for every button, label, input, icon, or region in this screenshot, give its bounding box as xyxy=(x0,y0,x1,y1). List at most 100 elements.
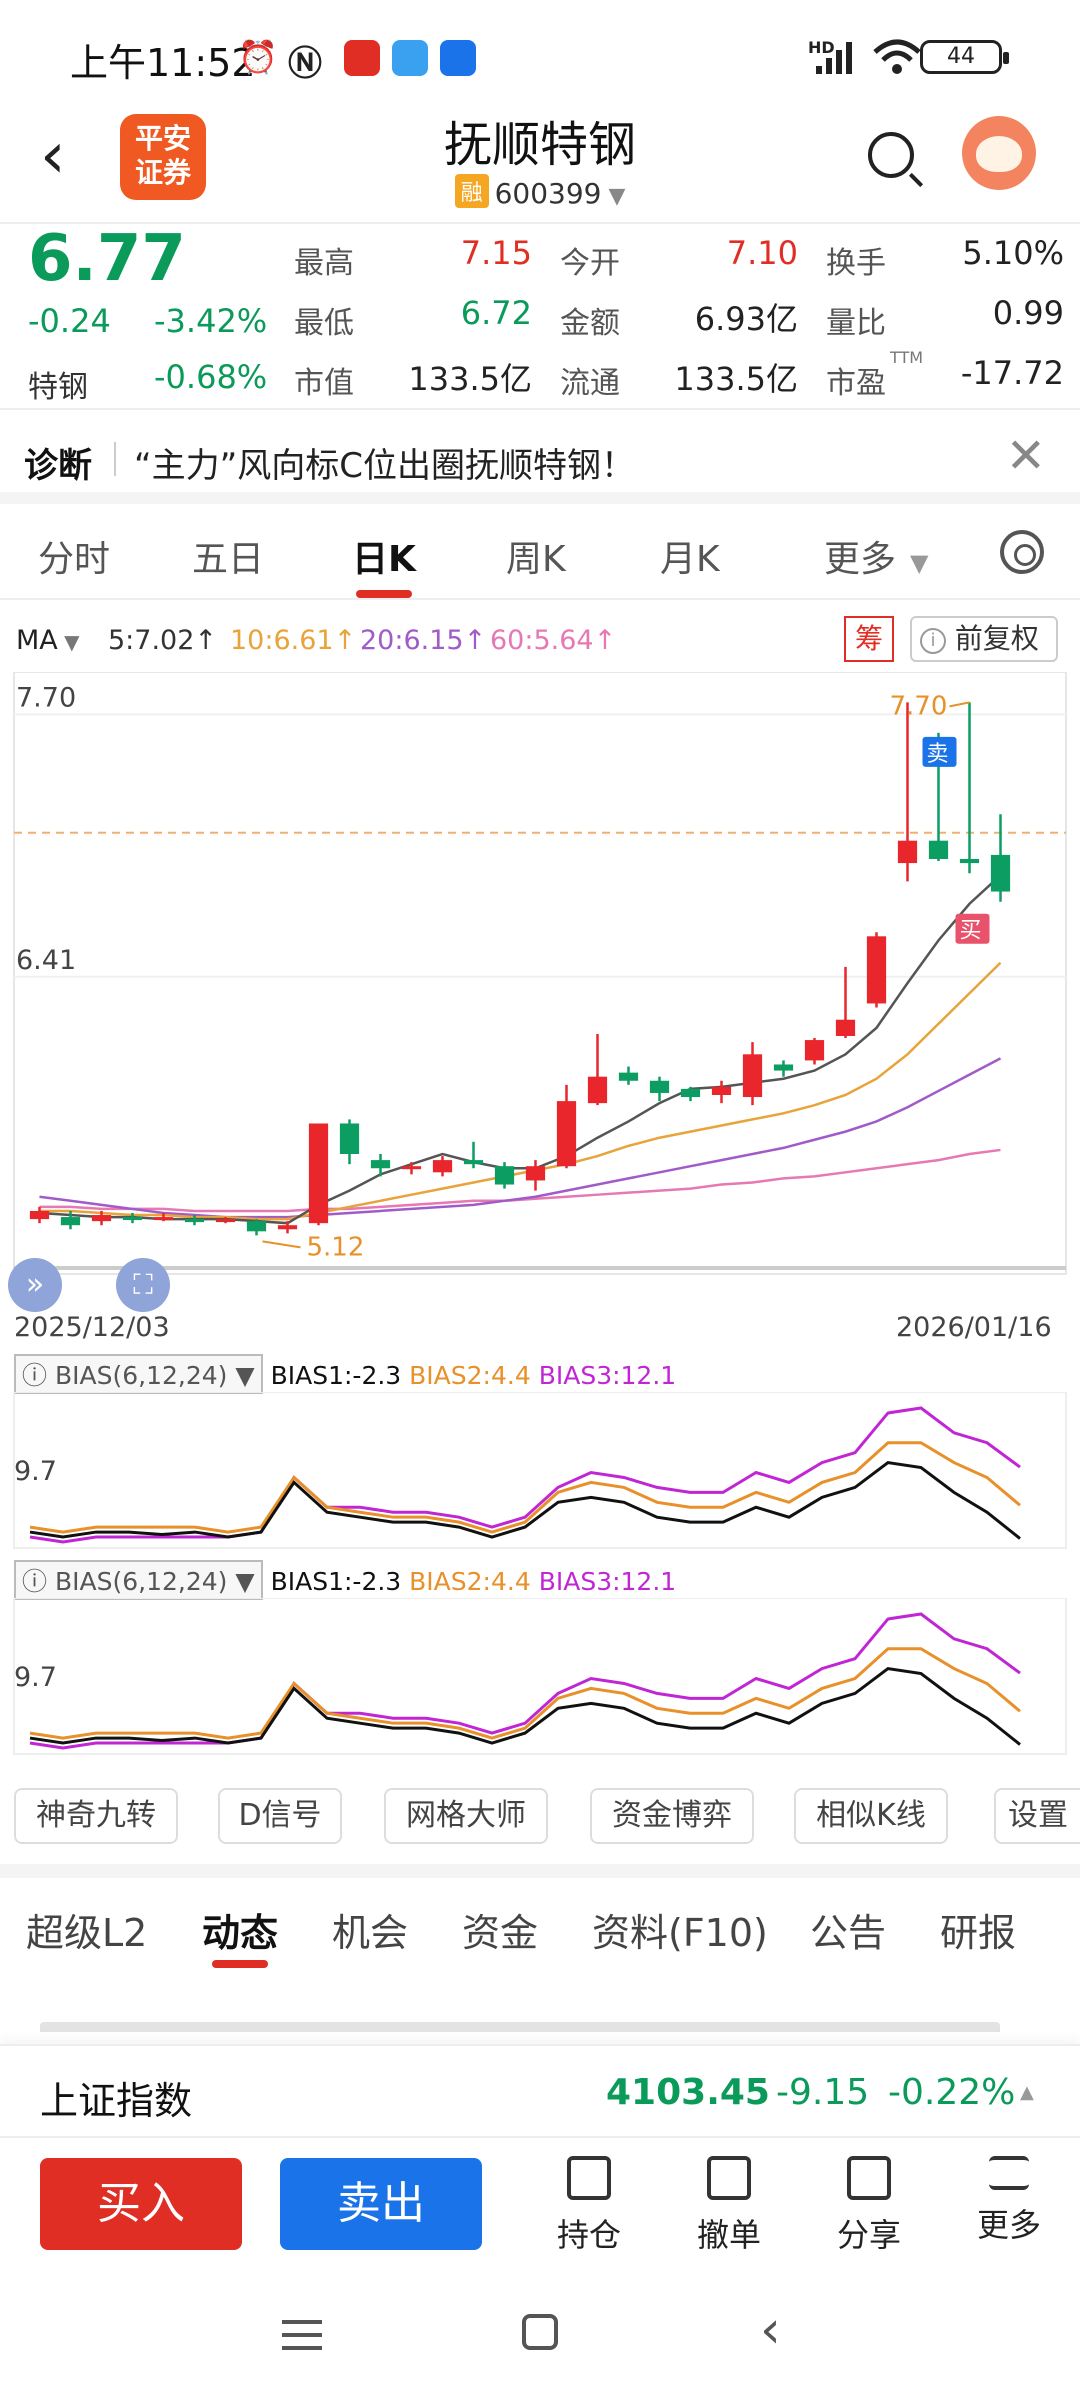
bias-selector[interactable]: ⓘ BIAS(6,12,24) ▼ xyxy=(14,1560,263,1600)
candle xyxy=(525,1166,546,1181)
ma20-value: 20:6.15↑ xyxy=(360,625,487,656)
candle xyxy=(308,1123,329,1224)
bias-selector[interactable]: ⓘ BIAS(6,12,24) ▼ xyxy=(14,1354,263,1394)
candle xyxy=(711,1086,732,1095)
more-button[interactable]: 更多 xyxy=(954,2156,1064,2246)
wifi-icon xyxy=(873,39,921,74)
ma60-value: 60:5.64↑ xyxy=(490,625,617,656)
sell-button[interactable]: 卖出 xyxy=(280,2158,482,2250)
ma60-line xyxy=(39,1148,1001,1213)
holdings-button[interactable]: 持仓 xyxy=(534,2156,644,2256)
status-bar: 上午11:52 ⏰ Ⓝ HD 44 xyxy=(0,0,1080,110)
chevron-down-icon: ▼ xyxy=(910,549,929,577)
min-price-label: 5.12 xyxy=(307,1232,365,1262)
quote-value: -17.72 xyxy=(960,354,1064,392)
close-icon[interactable]: ✕ xyxy=(1005,428,1046,484)
tab-research[interactable]: 研报 xyxy=(940,1911,1017,1955)
tab-more[interactable]: 更多 ▼ xyxy=(824,530,928,582)
search-icon[interactable] xyxy=(868,132,914,178)
candle xyxy=(804,1040,825,1061)
candle xyxy=(153,1217,174,1221)
index-name: 上证指数 xyxy=(40,2079,193,2123)
bias-header-2: ⓘ BIAS(6,12,24) ▼ BIAS1:-2.3 BIAS2:4.4 BI… xyxy=(14,1560,676,1600)
quote-label: 量比 xyxy=(826,306,886,341)
bias1-value: BIAS1:-2.3 xyxy=(270,1361,402,1390)
stock-code: 600399 xyxy=(494,177,602,210)
tab-opportunity[interactable]: 机会 xyxy=(332,1911,409,1955)
menu-icon[interactable] xyxy=(282,2320,322,2350)
index-change-pct: -0.22% xyxy=(888,2072,1016,2113)
x-axis-end-label: 2026/01/16 xyxy=(896,1312,1052,1343)
chevron-up-icon: ▲ xyxy=(1020,2082,1034,2103)
chevron-down-icon: ▼ xyxy=(235,1567,255,1596)
bias-chart-1[interactable] xyxy=(0,1392,1080,1550)
buy-button[interactable]: 买入 xyxy=(40,2158,242,2250)
candle xyxy=(990,854,1011,892)
tab-super-l2[interactable]: 超级L2 xyxy=(26,1911,148,1955)
info-icon: i xyxy=(920,628,946,654)
tool-button[interactable]: D信号 xyxy=(218,1788,342,1844)
quote-label: 流通 xyxy=(560,366,620,401)
bias-chart-2[interactable] xyxy=(0,1598,1080,1756)
tool-button[interactable]: 神奇九转 xyxy=(14,1788,178,1844)
bias-series-line xyxy=(29,1612,1021,1750)
tab-five-day[interactable]: 五日 xyxy=(192,539,265,580)
diagnosis-text[interactable]: “主力”风向标C位出圈抚顺特钢！ xyxy=(134,446,635,486)
bias-series-line xyxy=(29,1461,1021,1540)
tab-announcements[interactable]: 公告 xyxy=(810,1911,887,1955)
broker-logo[interactable]: 平安 证券 xyxy=(120,114,206,200)
bias-title: BIAS(6,12,24) xyxy=(54,1567,228,1596)
settings-button[interactable]: 设置 xyxy=(994,1788,1080,1844)
kline-chart[interactable]: 7.70 6.41 7.70 5.12 卖买 xyxy=(0,672,1080,1302)
index-value: 4103.45 xyxy=(606,2072,770,2113)
tab-f10[interactable]: 资料(F10) xyxy=(592,1911,768,1955)
adjust-mode-label: 前复权 xyxy=(954,622,1039,655)
fullscreen-icon[interactable]: ⛶ xyxy=(116,1258,170,1312)
quote-label: 市值 xyxy=(294,366,354,401)
tab-daily-k[interactable]: 日K xyxy=(352,539,416,580)
adjust-mode-button[interactable]: i 前复权 xyxy=(910,616,1058,662)
index-ticker[interactable]: 上证指数 4103.45 -9.15 -0.22% ▲ xyxy=(0,2044,1080,2138)
document-icon xyxy=(567,2156,611,2200)
tool-button[interactable]: 相似K线 xyxy=(794,1788,948,1844)
cancel-order-button[interactable]: 撤单 xyxy=(674,2156,784,2256)
tab-weekly-k[interactable]: 周K xyxy=(506,539,566,580)
candle xyxy=(122,1217,143,1221)
tool-button[interactable]: 资金博弈 xyxy=(590,1788,754,1844)
chip-distribution-button[interactable]: 筹 xyxy=(844,616,894,662)
expand-icon[interactable]: » xyxy=(8,1258,62,1312)
gear-icon[interactable] xyxy=(1000,530,1044,574)
quote-value: 7.15 xyxy=(460,234,532,272)
active-tab-indicator xyxy=(356,590,412,598)
stock-code-selector[interactable]: 融 600399 ▼ xyxy=(0,174,1080,210)
chart-frame xyxy=(13,1392,1067,1549)
tool-button[interactable]: 网格大师 xyxy=(384,1788,548,1844)
candle xyxy=(618,1072,639,1081)
alarm-icon: ⏰ xyxy=(238,38,278,76)
avatar[interactable] xyxy=(962,116,1036,190)
bias-axis-label: 9.7 xyxy=(14,1662,57,1693)
ma5-value: 5:7.02↑ xyxy=(108,625,218,656)
tab-news[interactable]: 动态 xyxy=(202,1911,279,1955)
diagnosis-bar[interactable]: 诊断 “主力”风向标C位出圈抚顺特钢！ ✕ xyxy=(0,408,1080,504)
back-button[interactable]: ‹ xyxy=(40,119,66,193)
quote-label: 市盈 xyxy=(826,366,886,401)
tab-intraday[interactable]: 分时 xyxy=(38,539,111,580)
undo-icon xyxy=(707,2156,751,2200)
share-button[interactable]: 分享 xyxy=(814,2156,924,2256)
back-nav-icon[interactable]: ‹ xyxy=(760,2300,781,2360)
sector-change-pct: -0.68% xyxy=(154,358,268,396)
max-price-label: 7.70 xyxy=(890,691,948,721)
more-label: 更多 xyxy=(976,2206,1041,2244)
candle xyxy=(370,1160,391,1169)
home-icon[interactable] xyxy=(522,2314,558,2350)
quote-value: 6.93亿 xyxy=(694,300,798,338)
status-time: 上午11:52 xyxy=(70,41,256,85)
tab-monthly-k[interactable]: 月K xyxy=(660,539,720,580)
tab-capital[interactable]: 资金 xyxy=(462,1911,539,1955)
y-axis-label: 7.70 xyxy=(16,682,76,713)
ma-selector[interactable]: MA ▼ xyxy=(16,625,80,656)
news-headline-clipped xyxy=(40,2022,1000,2046)
sector-name[interactable]: 特钢 xyxy=(28,370,88,405)
buy-marker-label: 买 xyxy=(960,919,982,944)
